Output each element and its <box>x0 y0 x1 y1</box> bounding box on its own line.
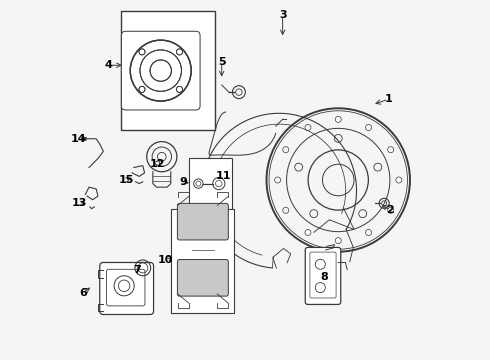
FancyBboxPatch shape <box>172 209 234 313</box>
Text: 4: 4 <box>105 60 113 70</box>
Text: 15: 15 <box>118 175 134 185</box>
Text: 6: 6 <box>79 288 87 298</box>
FancyBboxPatch shape <box>177 260 228 296</box>
Text: 5: 5 <box>218 57 225 67</box>
FancyBboxPatch shape <box>122 12 215 130</box>
Text: 13: 13 <box>72 198 87 208</box>
FancyBboxPatch shape <box>305 247 341 305</box>
Text: 2: 2 <box>386 206 394 216</box>
Text: 11: 11 <box>216 171 231 181</box>
FancyBboxPatch shape <box>190 158 232 209</box>
Text: 9: 9 <box>179 177 187 187</box>
Text: 1: 1 <box>385 94 392 104</box>
Text: 10: 10 <box>158 255 173 265</box>
Text: 3: 3 <box>279 10 287 20</box>
Text: 12: 12 <box>149 159 165 169</box>
FancyBboxPatch shape <box>177 203 228 240</box>
Text: 7: 7 <box>134 265 141 275</box>
Text: 8: 8 <box>320 272 328 282</box>
Text: 14: 14 <box>71 134 87 144</box>
FancyBboxPatch shape <box>107 269 145 306</box>
FancyBboxPatch shape <box>122 31 200 110</box>
FancyBboxPatch shape <box>100 262 153 315</box>
FancyBboxPatch shape <box>310 252 336 298</box>
